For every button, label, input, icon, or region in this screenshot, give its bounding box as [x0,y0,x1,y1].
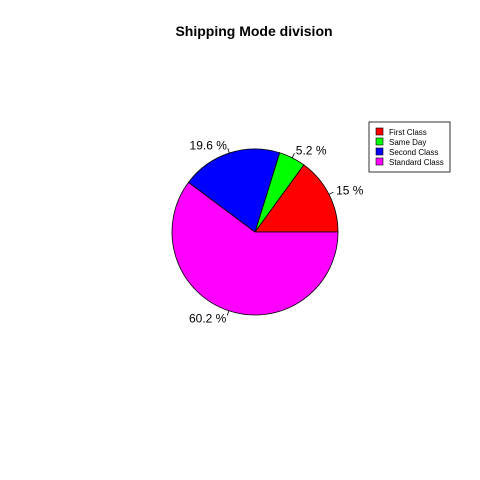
legend-entry: Standard Class [389,158,444,167]
slice-label: 60.2 % [189,311,227,325]
legend-entry: Same Day [389,138,426,147]
slice-label-tick [328,191,334,195]
slice-label: 19.6 % [190,138,228,152]
pie-slice-first-class [254,164,339,233]
legend-swatch [375,147,384,156]
legend-swatch [375,127,384,136]
pie-slices [171,148,339,316]
slice-label-tick [291,153,295,158]
legend-swatch [375,157,384,166]
legend-entry: Second Class [389,148,438,157]
slice-label: 15 % [336,184,364,198]
pie-slice-second-class [187,148,281,233]
slice-labels: 15 % 5.2 % 19.6 % 60.2 % [189,138,364,325]
slice-label-tick [226,310,230,316]
slice-label-tick [227,148,230,154]
chart-title: Shipping Mode division [175,23,332,39]
slice-label: 5.2 % [296,144,327,158]
legend-entry: First Class [389,128,427,137]
legend-swatch [375,137,384,146]
